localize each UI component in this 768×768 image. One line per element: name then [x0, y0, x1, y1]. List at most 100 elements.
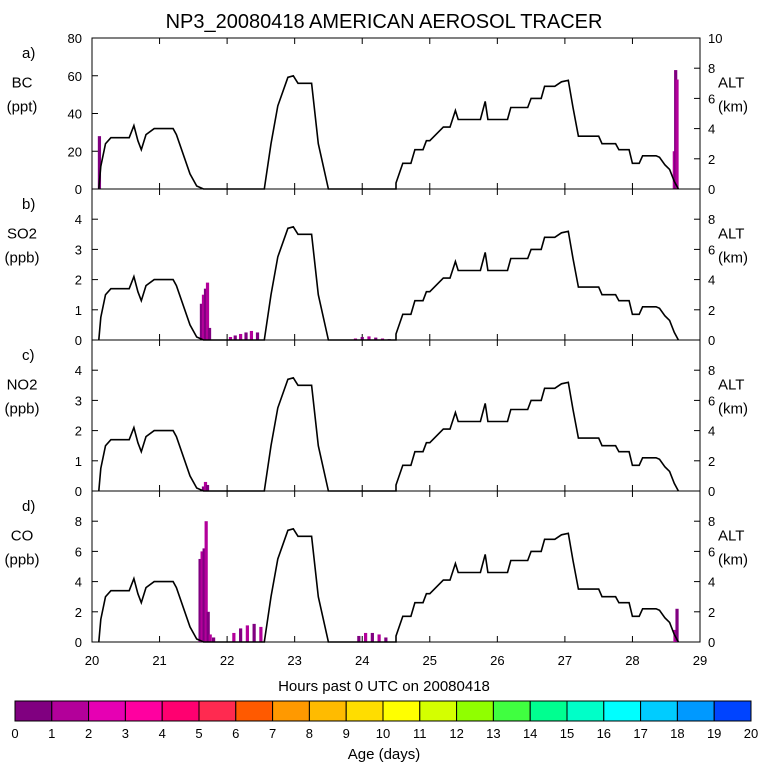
- alt-tick-label: 2: [708, 454, 715, 469]
- alt-tick-label: 8: [708, 514, 715, 529]
- y-tick-label: 80: [68, 31, 82, 46]
- y-tick-label: 0: [75, 182, 82, 197]
- altitude-line: [98, 74, 680, 190]
- panel-letter: a): [22, 45, 35, 62]
- colorbar-tick-label: 9: [343, 726, 350, 741]
- species-label: CO: [11, 528, 34, 545]
- x-tick-label: 27: [558, 653, 572, 668]
- tracer-bar: [374, 337, 378, 340]
- tracer-bar: [208, 634, 212, 642]
- colorbar-tick-label: 2: [85, 726, 92, 741]
- y-tick-label: 0: [75, 484, 82, 499]
- alt-unit: (km): [718, 99, 748, 116]
- colorbar-tick-label: 5: [195, 726, 202, 741]
- colorbar-tick-label: 20: [744, 726, 758, 741]
- x-tick-label: 21: [152, 653, 166, 668]
- tracer-bar: [206, 611, 210, 642]
- tracer-bar: [239, 333, 243, 340]
- alt-tick-label: 4: [708, 424, 715, 439]
- alt-tick-label: 0: [708, 182, 715, 197]
- tracer-bar: [249, 330, 254, 340]
- tracer-bar: [675, 79, 679, 189]
- colorbar-tick-label: 19: [707, 726, 721, 741]
- tracer-bar: [203, 288, 208, 340]
- y-tick-label: 0: [75, 333, 82, 348]
- tracer-bar: [367, 336, 371, 340]
- species-label: BC: [12, 75, 33, 92]
- x-tick-label: 29: [693, 653, 707, 668]
- tracer-bar: [200, 551, 204, 642]
- tracer-bar: [207, 327, 212, 340]
- tracer-bar: [675, 608, 679, 642]
- y-tick-label: 4: [75, 212, 82, 227]
- alt-tick-label: 6: [708, 91, 715, 106]
- x-tick-label: 24: [355, 653, 369, 668]
- alt-tick-label: 6: [708, 242, 715, 257]
- y-tick-label: 2: [75, 424, 82, 439]
- tracer-bar: [244, 332, 248, 340]
- y-tick-label: 20: [68, 144, 82, 159]
- alt-unit: (km): [718, 401, 748, 418]
- panel-frame: [91, 37, 701, 190]
- tracer-bar: [201, 486, 206, 491]
- colorbar-tick-label: 14: [523, 726, 537, 741]
- species-unit: (ppt): [7, 99, 38, 116]
- alt-tick-label: 6: [708, 393, 715, 408]
- colorbar-cell: [566, 700, 605, 722]
- panel-letter: c): [22, 347, 35, 364]
- colorbar-tick-label: 10: [376, 726, 390, 741]
- tracer-bar: [201, 294, 206, 340]
- colorbar-cell: [272, 700, 310, 722]
- y-tick-label: 4: [75, 575, 82, 590]
- colorbar-cell: [456, 700, 494, 722]
- colorbar-cell: [382, 700, 421, 722]
- colorbar-tick-label: 4: [159, 726, 166, 741]
- colorbar-cell: [492, 700, 531, 722]
- age-colorbar: 0 1 2 3 4 5 6 7 8 9 10 11 12 13 14 15 16 17 18 19 20: [11, 700, 758, 741]
- panel-letter: b): [22, 196, 35, 213]
- alt-label: ALT: [718, 377, 744, 394]
- tracer-bar: [377, 634, 381, 642]
- alt-tick-label: 4: [708, 273, 715, 288]
- x-tick-label: 25: [423, 653, 437, 668]
- colorbar-cell: [198, 700, 237, 722]
- tracer-bar: [364, 632, 368, 642]
- y-tick-label: 1: [75, 303, 82, 318]
- alt-tick-label: 4: [708, 575, 715, 590]
- tracer-bar: [205, 484, 210, 491]
- alt-tick-label: 4: [708, 122, 715, 137]
- panel-letter: d): [22, 498, 35, 515]
- y-tick-label: 0: [75, 635, 82, 650]
- x-axis-label: Hours past 0 UTC on 20080418: [278, 678, 490, 695]
- colorbar-tick-label: 16: [597, 726, 611, 741]
- tracer-bar: [232, 632, 236, 642]
- x-tick-label: 22: [220, 653, 234, 668]
- colorbar-cell: [235, 700, 274, 722]
- colorbar-cell: [676, 700, 715, 722]
- tracer-bar: [252, 623, 256, 642]
- panel-bc: 0 20 40 60 80 0 2 4 6 8 10 a) BC (ppt) ALT (km): [7, 31, 748, 197]
- x-tick-label: 20: [85, 653, 99, 668]
- tracer-bar: [202, 548, 206, 642]
- tracer-bar: [233, 335, 237, 340]
- tracer-bar: [357, 635, 361, 642]
- species-unit: (ppb): [4, 401, 39, 418]
- colorbar-tick-label: 17: [633, 726, 647, 741]
- panel-so2: 0 1 2 3 4 0 2 4 6 8 b) SO2 (ppb) ALT (km): [4, 188, 748, 348]
- colorbar-tick-label: 1: [48, 726, 55, 741]
- colorbar-label: Age (days): [348, 746, 421, 763]
- colorbar-tick-label: 18: [670, 726, 684, 741]
- tracer-bar: [245, 625, 249, 642]
- x-tick-label: 23: [287, 653, 301, 668]
- colorbar-tick-label: 0: [11, 726, 18, 741]
- colorbar-cell: [51, 700, 90, 722]
- alt-tick-label: 8: [708, 61, 715, 76]
- colorbar-tick-label: 3: [122, 726, 129, 741]
- colorbar-cell: [603, 700, 642, 722]
- tracer-bar: [255, 332, 260, 340]
- alt-unit: (km): [718, 552, 748, 569]
- tracer-bar: [212, 637, 216, 642]
- colorbar-tick-label: 15: [560, 726, 574, 741]
- species-label: NO2: [7, 377, 38, 394]
